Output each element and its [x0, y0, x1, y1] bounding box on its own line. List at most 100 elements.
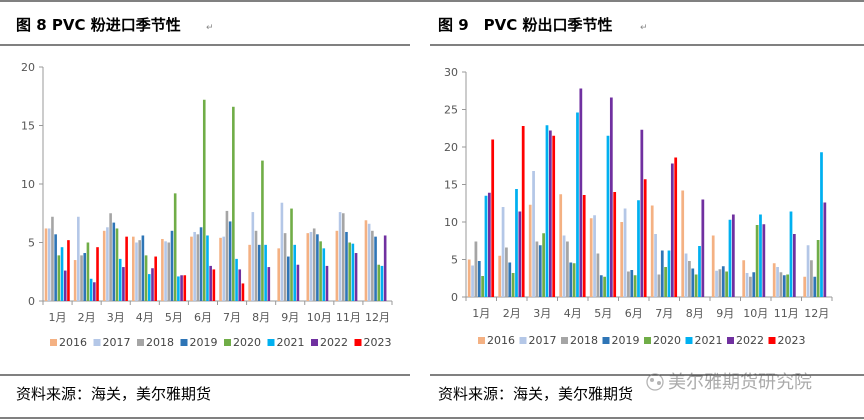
bar-2023-6: [643, 179, 647, 297]
bar-2016-6: [190, 236, 193, 301]
x-tick-label: 7月: [223, 311, 241, 324]
bar-2016-11: [335, 230, 339, 301]
x-tick-label: 11月: [774, 307, 799, 320]
x-tick-label: 10月: [307, 311, 332, 324]
legend-swatch-2023: [354, 339, 362, 346]
legend-label-2017: 2017: [529, 334, 557, 347]
legend-label-2020: 2020: [653, 334, 681, 347]
bar-2021-4: [147, 274, 151, 301]
bar-2022-7: [670, 163, 674, 297]
bar-2018-12: [371, 230, 374, 301]
x-tick-label: 6月: [625, 307, 643, 320]
bar-2021-8: [698, 246, 701, 297]
bar-2016-2: [498, 255, 502, 297]
legend-label-2016: 2016: [59, 336, 87, 349]
bar-2017-9: [715, 270, 718, 297]
bar-2021-9: [728, 219, 732, 297]
bar-2021-3: [118, 258, 122, 301]
legend-label-2017: 2017: [103, 336, 131, 349]
bar-2017-2: [77, 216, 80, 301]
bar-2023-4: [582, 195, 586, 297]
y-tick-label: 5: [451, 254, 458, 267]
bar-2018-11: [341, 213, 345, 301]
bar-2019-11: [782, 275, 786, 297]
bar-2021-6: [637, 200, 640, 297]
bar-2021-4: [576, 112, 579, 297]
bar-2021-12: [820, 152, 823, 297]
bar-2019-9: [287, 256, 290, 301]
bar-2020-3: [115, 228, 119, 301]
y-tick-label: 15: [444, 179, 458, 192]
legend-swatch-2020: [644, 337, 651, 344]
y-tick-label: 0: [451, 291, 458, 304]
bar-2016-4: [132, 236, 135, 301]
x-tick-label: 1月: [472, 307, 490, 320]
bar-2017-5: [164, 241, 167, 301]
bar-2022-11: [792, 234, 796, 297]
bar-2023-5: [183, 275, 187, 301]
bar-2017-5: [593, 215, 596, 297]
bar-2019-6: [630, 270, 634, 297]
bar-2021-6: [206, 235, 209, 301]
bar-2019-10: [752, 272, 756, 297]
bar-2019-4: [141, 235, 145, 301]
bar-2017-6: [623, 208, 627, 297]
y-tick-label: 5: [28, 237, 35, 250]
bar-2017-8: [251, 212, 255, 301]
bar-2022-6: [640, 129, 644, 297]
x-tick-label: 2月: [78, 311, 96, 324]
bar-2017-12: [367, 223, 371, 301]
bar-2020-2: [511, 273, 515, 297]
bar-2022-7: [238, 269, 242, 301]
bar-2016-7: [219, 237, 222, 301]
bar-2021-12: [380, 265, 384, 301]
bar-2022-4: [151, 268, 154, 301]
bar-2019-4: [569, 262, 573, 297]
bar-2022-12: [383, 235, 387, 301]
import-seasonality-chart: 0 5 10 15 20 1月 2月 3月 4月 5月 6月 7月 8月 9月 10月 11月 12月 2016 2…: [21, 61, 393, 349]
bar-2017-1: [471, 265, 474, 297]
bar-2022-10: [325, 265, 329, 301]
bar-2020-4: [572, 263, 576, 297]
bar-2023-2: [521, 126, 525, 297]
bar-2016-9: [277, 248, 281, 301]
bar-2016-3: [528, 204, 532, 297]
bar-2020-8: [694, 274, 698, 297]
bar-2018-10: [749, 276, 752, 297]
bar-2021-3: [545, 125, 549, 297]
bar-2018-12: [810, 260, 813, 297]
legend-swatch-2022: [311, 339, 318, 346]
legend-swatch-2021: [267, 339, 275, 346]
bar-2019-6: [199, 227, 203, 301]
bar-2020-6: [202, 99, 206, 301]
bar-2018-2: [80, 255, 83, 301]
bar-2019-1: [477, 261, 481, 297]
bar-2016-3: [102, 230, 106, 301]
bar-2016-10: [742, 260, 746, 297]
bar-2018-6: [196, 234, 200, 301]
legend-swatch-2020: [224, 339, 231, 346]
bar-2021-2: [89, 278, 93, 301]
x-tick-label: 3月: [107, 311, 125, 324]
bar-2017-10: [309, 231, 313, 301]
legend-swatch-2018: [137, 339, 144, 346]
bar-2020-2: [86, 242, 90, 301]
bar-2020-12: [377, 264, 381, 301]
x-tick-label: 12月: [804, 307, 829, 320]
bar-2023-4: [154, 256, 157, 301]
bar-2019-3: [112, 222, 116, 301]
legend-swatch-2018: [561, 337, 568, 344]
legend-label-2023: 2023: [778, 334, 806, 347]
bar-2017-7: [654, 234, 657, 297]
bar-2016-12: [803, 276, 807, 297]
bar-2019-8: [257, 244, 261, 301]
bar-2023-1: [67, 240, 70, 301]
export-seasonality-chart: 0 5 10 15 20 25 30 1月 2月 3月 4月 5月 6月 7月 8月 9月 10月 11月 12月 2…: [444, 66, 833, 347]
bar-2019-12: [813, 276, 817, 297]
bar-2017-1: [47, 228, 51, 301]
bar-2022-9: [296, 264, 300, 301]
bar-2016-8: [248, 244, 251, 301]
x-tick-label: 3月: [533, 307, 551, 320]
legend-label-2019: 2019: [190, 336, 218, 349]
bar-2023-7: [674, 157, 678, 297]
